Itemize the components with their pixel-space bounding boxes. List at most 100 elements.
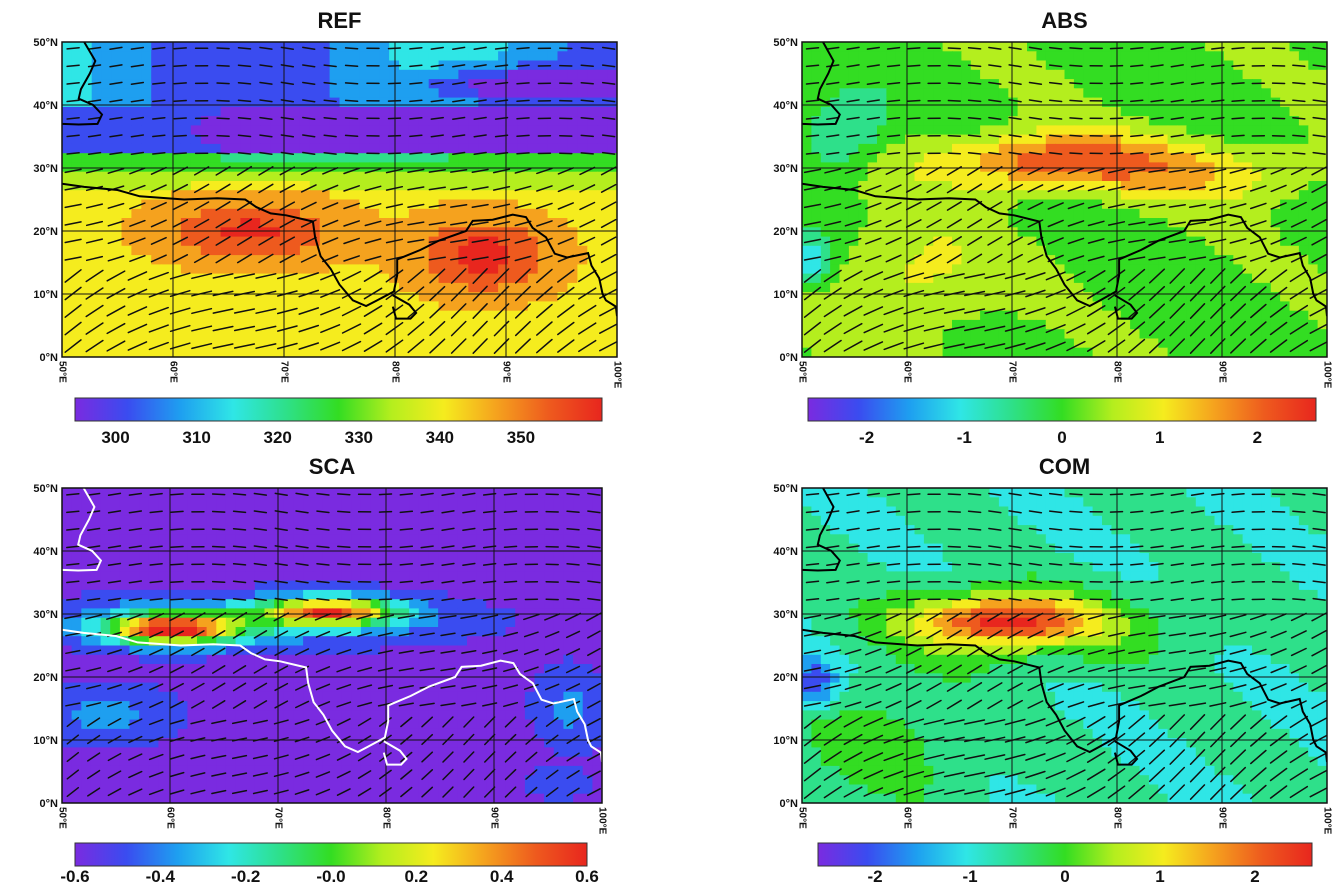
wind-arrow xyxy=(399,580,414,584)
colorbar-tick-label: 0.6 xyxy=(575,867,599,886)
wind-arrow xyxy=(409,82,423,85)
wind-arrow xyxy=(337,493,351,496)
wind-arrow xyxy=(886,134,901,138)
wind-arrow xyxy=(399,510,414,514)
wind-arrow xyxy=(1170,116,1184,120)
wind-arrow xyxy=(1086,751,1106,763)
wind-arrow xyxy=(587,562,601,566)
wind-arrow xyxy=(320,324,341,334)
wind-arrow xyxy=(826,81,840,85)
wind-arrow xyxy=(471,221,489,226)
wind-arrow xyxy=(1067,185,1085,192)
wind-arrow xyxy=(1128,614,1146,620)
wind-arrow xyxy=(1190,545,1205,549)
wind-arrow xyxy=(484,751,496,763)
wind-arrow xyxy=(173,99,187,102)
colorbar xyxy=(74,397,603,422)
wind-arrow xyxy=(907,82,921,85)
wind-arrow xyxy=(1130,64,1144,68)
wind-arrow xyxy=(1250,268,1267,284)
wind-arrow xyxy=(128,510,143,514)
wind-arrow xyxy=(883,324,904,333)
wind-arrow xyxy=(1007,183,1023,193)
wind-arrow xyxy=(253,630,268,639)
wind-arrow xyxy=(566,717,580,727)
wind-arrow xyxy=(826,527,840,531)
wind-arrow xyxy=(923,342,945,350)
wind-arrow xyxy=(824,666,842,673)
wind-arrow xyxy=(1249,631,1267,638)
colorbar-tick-label: 2 xyxy=(1253,428,1262,447)
wind-arrow xyxy=(1087,649,1105,655)
wind-arrow xyxy=(586,770,601,779)
wind-arrow xyxy=(516,152,530,155)
wind-arrow xyxy=(544,613,561,621)
wind-arrow xyxy=(1312,99,1326,103)
wind-arrow xyxy=(211,682,226,692)
wind-vectors xyxy=(64,492,602,798)
wind-arrow xyxy=(824,168,842,174)
wind-arrow xyxy=(1045,770,1066,780)
wind-arrow xyxy=(253,580,268,584)
wind-arrow xyxy=(1047,665,1064,674)
wind-arrow xyxy=(1209,702,1227,707)
wind-arrow xyxy=(1087,684,1105,690)
wind-arrow xyxy=(600,201,617,211)
wind-arrow xyxy=(127,613,144,621)
wind-arrow xyxy=(1148,186,1166,191)
wind-arrow xyxy=(1209,649,1227,655)
wind-arrow xyxy=(232,598,247,601)
wind-arrow xyxy=(316,545,330,549)
wind-arrow xyxy=(430,64,444,68)
wind-arrow xyxy=(514,303,531,319)
wind-arrow xyxy=(1170,64,1184,68)
wind-arrow xyxy=(1128,767,1146,782)
wind-arrow xyxy=(336,666,352,673)
colorbar-tick-label: 1 xyxy=(1155,428,1164,447)
wind-arrow xyxy=(107,701,122,708)
wind-arrow xyxy=(1028,545,1043,549)
wind-arrow xyxy=(428,203,446,208)
wind-arrow xyxy=(337,598,351,601)
wind-arrow xyxy=(1047,202,1064,210)
wind-arrow xyxy=(344,134,359,138)
wind-arrow xyxy=(1148,766,1166,783)
wind-arrow xyxy=(1067,701,1085,708)
wind-arrow xyxy=(579,184,596,193)
wind-arrow xyxy=(865,254,882,263)
wind-arrow xyxy=(129,219,146,227)
wind-arrow xyxy=(152,116,166,120)
wind-arrow xyxy=(86,492,101,496)
wind-arrow xyxy=(905,201,922,211)
wind-arrow xyxy=(516,99,530,103)
wind-arrow xyxy=(1169,320,1186,337)
wind-arrow xyxy=(823,339,842,353)
wind-arrow xyxy=(441,597,455,602)
wind-arrow xyxy=(536,321,553,336)
wind-arrow xyxy=(1148,667,1166,672)
wind-arrow xyxy=(315,648,331,656)
wind-arrow xyxy=(473,64,487,68)
wind-arrow xyxy=(514,185,532,192)
wind-arrow xyxy=(172,183,189,193)
wind-arrow xyxy=(106,613,123,620)
wind-arrow xyxy=(315,666,331,673)
wind-arrow xyxy=(987,682,1003,692)
wind-arrow xyxy=(866,134,880,138)
wind-arrow xyxy=(149,630,164,639)
wind-arrow xyxy=(463,716,475,728)
wind-arrow xyxy=(450,221,468,226)
wind-arrow xyxy=(66,116,80,120)
wind-arrow xyxy=(65,667,81,672)
wind-arrow xyxy=(545,787,559,798)
wind-arrow xyxy=(844,701,862,708)
wind-arrow xyxy=(566,787,580,797)
wind-arrow xyxy=(1290,236,1307,246)
wind-arrow xyxy=(274,545,288,549)
wind-arrow xyxy=(846,597,860,602)
wind-arrow xyxy=(907,545,921,548)
wind-arrow xyxy=(1008,151,1022,156)
wind-arrow xyxy=(259,116,273,120)
wind-arrow xyxy=(107,167,125,174)
wind-arrow xyxy=(150,184,167,193)
